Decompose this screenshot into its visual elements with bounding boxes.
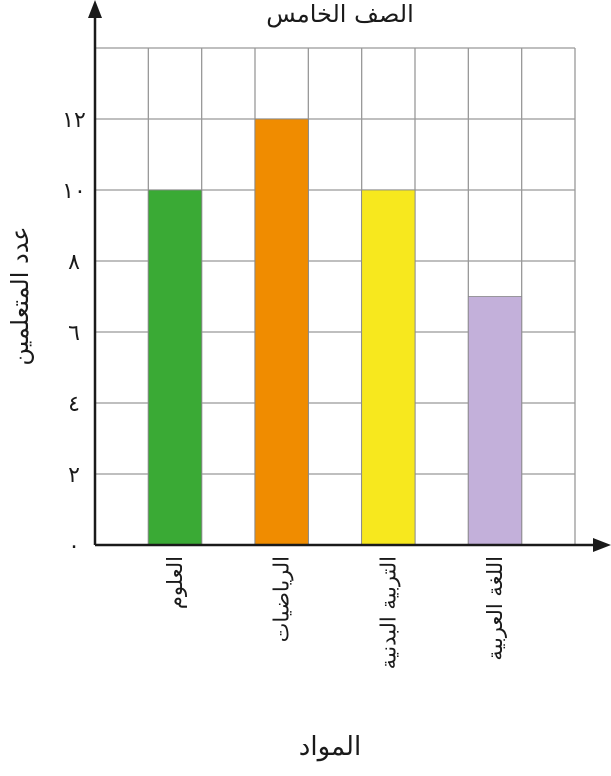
- x-category-label: اللغة العربية: [483, 556, 507, 661]
- y-tick-label: ٠: [68, 534, 80, 559]
- bar-2: [254, 118, 309, 546]
- y-tick-label: ٢: [68, 463, 80, 488]
- x-tick-labels: العلوم الرياضيات التربية البدنية اللغة العر…: [163, 556, 507, 669]
- bar-4: [467, 296, 523, 546]
- y-tick-label: ٨: [68, 250, 80, 275]
- bar-3: [361, 189, 416, 546]
- y-tick-label: ٦: [68, 321, 80, 346]
- x-axis-label: المواد: [299, 732, 361, 762]
- x-category-label: العلوم: [163, 556, 187, 609]
- y-axis-arrow: [88, 0, 102, 18]
- x-category-label: التربية البدنية: [376, 556, 400, 669]
- x-axis-arrow: [593, 538, 611, 552]
- bars: [147, 118, 523, 546]
- bar-1: [147, 189, 203, 546]
- x-category-label: الرياضيات: [270, 556, 294, 642]
- y-tick-labels: ٠ ٢ ٤ ٦ ٨ ١٠ ١٢: [62, 108, 86, 559]
- y-tick-label: ١٠: [62, 179, 86, 204]
- axes: [88, 0, 611, 552]
- y-axis-label: عدد المتعلمين: [6, 226, 34, 365]
- y-tick-label: ١٢: [62, 108, 86, 133]
- chart-title: الصف الخامس: [266, 0, 414, 28]
- y-tick-label: ٤: [68, 392, 80, 417]
